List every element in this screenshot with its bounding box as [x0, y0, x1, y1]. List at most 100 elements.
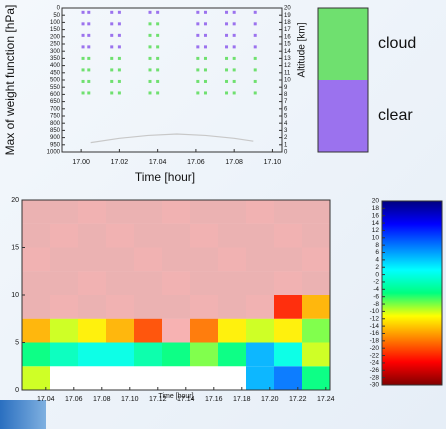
heat-cell: [78, 223, 106, 248]
y-tick-label: 20: [11, 197, 19, 204]
heat-cell: [78, 200, 106, 224]
y-tick-label: 250: [50, 42, 61, 48]
heat-cell: [246, 223, 274, 248]
heat-cell: [50, 342, 78, 367]
point: [110, 56, 114, 60]
heat-cell: [22, 271, 50, 295]
point: [203, 10, 207, 14]
point: [87, 22, 91, 26]
heat-cell: [106, 271, 134, 295]
footer-strip: [0, 400, 46, 429]
point: [117, 56, 121, 60]
y-tick-label: 200: [50, 34, 61, 40]
x-tick-label: 17.04: [37, 396, 55, 403]
y-tick-label: 450: [50, 70, 61, 76]
heat-cell: [78, 318, 106, 343]
point: [87, 68, 91, 72]
heat-cell: [246, 342, 274, 367]
heat-cell: [162, 318, 190, 343]
point: [203, 56, 207, 60]
heat-cell: [22, 366, 50, 390]
y2-tick-label: 18: [284, 20, 291, 26]
colorbar-tick-label: -30: [370, 382, 380, 389]
heat-cell: [246, 366, 274, 390]
point: [148, 56, 152, 60]
point: [225, 79, 229, 83]
point: [196, 56, 200, 60]
heat-cell: [162, 223, 190, 248]
y2-tick-label: 9: [284, 85, 288, 91]
point: [156, 10, 160, 14]
point: [81, 22, 85, 26]
heat-cell: [246, 318, 274, 343]
point: [156, 56, 160, 60]
point: [253, 56, 257, 60]
y-tick-label: 100: [50, 20, 61, 26]
heat-cell: [246, 295, 274, 319]
point: [232, 79, 236, 83]
heat-cell: [218, 200, 246, 224]
y-tick-label: 10: [11, 292, 19, 299]
heat-cell: [190, 342, 218, 367]
point: [148, 10, 152, 14]
colorbar-tick-label: 20: [372, 198, 380, 205]
y-tick-label: 950: [50, 142, 61, 148]
point: [196, 68, 200, 72]
legend-frame: [317, 7, 369, 153]
point: [156, 68, 160, 72]
x-tick-label: 17.22: [289, 396, 307, 403]
point: [87, 33, 91, 37]
point: [81, 68, 85, 72]
point: [232, 91, 236, 95]
colorbar-tick-label: 10: [372, 235, 380, 242]
heat-cell: [134, 342, 162, 367]
y2-tick-label: 12: [284, 63, 291, 69]
heat-cell: [134, 247, 162, 272]
y-tick-label: 5: [15, 339, 19, 346]
x-tick-label: 17.08: [225, 159, 243, 166]
heat-cell: [190, 200, 218, 224]
heat-cell: [134, 295, 162, 319]
point: [110, 22, 114, 26]
y2-tick-label: 11: [284, 70, 291, 76]
point: [225, 91, 229, 95]
heat-cell: [50, 295, 78, 319]
y-tick-label: 400: [50, 63, 61, 69]
point: [232, 22, 236, 26]
x-tick-label: 17.08: [93, 396, 111, 403]
legend-swatch: [318, 8, 368, 80]
x-tick-label: 17.16: [205, 396, 223, 403]
y-axis-label: Max of weight function [hPa]: [3, 5, 17, 156]
point: [203, 33, 207, 37]
colorbar-tick-label: 0: [375, 271, 379, 278]
y-tick-label: 0: [15, 387, 19, 394]
point: [203, 79, 207, 83]
x-tick-label: 17.18: [233, 396, 251, 403]
legend-swatch: [318, 80, 368, 152]
plot-area: [61, 7, 283, 153]
heat-cell: [162, 247, 190, 272]
y-tick-label: 750: [50, 114, 61, 120]
colorbar-tick-label: 8: [375, 242, 379, 249]
heat-cell: [218, 342, 246, 367]
y-tick-label: 350: [50, 56, 61, 62]
x-tick-label: 17.06: [187, 159, 205, 166]
heat-cell: [274, 342, 302, 367]
point: [148, 68, 152, 72]
heat-cell: [274, 247, 302, 272]
heat-cell: [106, 318, 134, 343]
heat-cell: [106, 223, 134, 248]
point: [232, 56, 236, 60]
x-tick-label: 17.12: [149, 396, 167, 403]
point: [148, 79, 152, 83]
colorbar-tick-label: -20: [370, 345, 380, 352]
x-tick-label: 17.00: [72, 159, 90, 166]
point: [110, 10, 114, 14]
point: [225, 33, 229, 37]
point: [225, 10, 229, 14]
point: [117, 91, 121, 95]
x-tick-label: 17.10: [264, 159, 282, 166]
y-tick-label: 500: [50, 78, 61, 84]
heat-cell: [134, 318, 162, 343]
